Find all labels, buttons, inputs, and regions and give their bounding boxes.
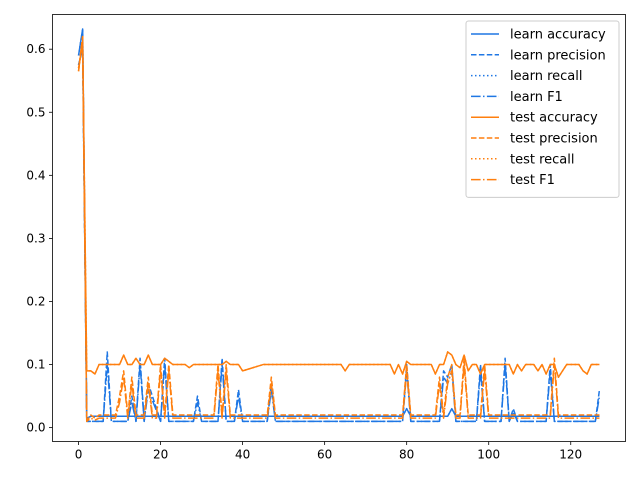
y-tick-label: 0.5: [26, 105, 45, 119]
y-tick-label: 0.4: [26, 168, 45, 182]
legend-label: test precision: [510, 132, 598, 147]
series-layer: [77, 28, 601, 423]
series-line-test-f1: [77, 35, 600, 423]
legend-box: [465, 20, 620, 198]
legend-label: test recall: [510, 152, 575, 167]
series-line-learn-recall: [77, 28, 600, 419]
series-line-learn-f1: [77, 48, 601, 423]
x-axis-ticks: 0 20 40 60 80 100 120: [75, 441, 582, 462]
y-tick-label: 0.6: [26, 42, 45, 56]
y-tick-label: 0.0: [26, 421, 45, 435]
y-tick-label: 0.2: [26, 294, 45, 308]
plot-frame: [52, 14, 626, 442]
x-tick-label: 120: [559, 448, 582, 462]
x-tick-label: 80: [399, 448, 414, 462]
legend: learn accuracy learn precision learn recal…: [465, 20, 620, 198]
legend-label: learn F1: [510, 90, 563, 105]
x-tick-label: 100: [477, 448, 500, 462]
y-tick-label: 0.3: [26, 231, 45, 245]
legend-label: learn precision: [510, 48, 606, 63]
y-axis-ticks: 0.0 0.1 0.2 0.3 0.4 0.5 0.6: [26, 42, 53, 435]
legend-label: test F1: [510, 173, 555, 188]
y-tick-label: 0.1: [26, 358, 45, 372]
legend-label: learn accuracy: [510, 28, 606, 43]
x-tick-label: 20: [153, 448, 168, 462]
legend-label: learn recall: [510, 69, 582, 84]
x-tick-label: 60: [317, 448, 332, 462]
x-tick-label: 40: [235, 448, 250, 462]
series-line-test-recall: [77, 42, 600, 378]
x-tick-label: 0: [75, 448, 83, 462]
legend-label: test accuracy: [510, 111, 598, 126]
